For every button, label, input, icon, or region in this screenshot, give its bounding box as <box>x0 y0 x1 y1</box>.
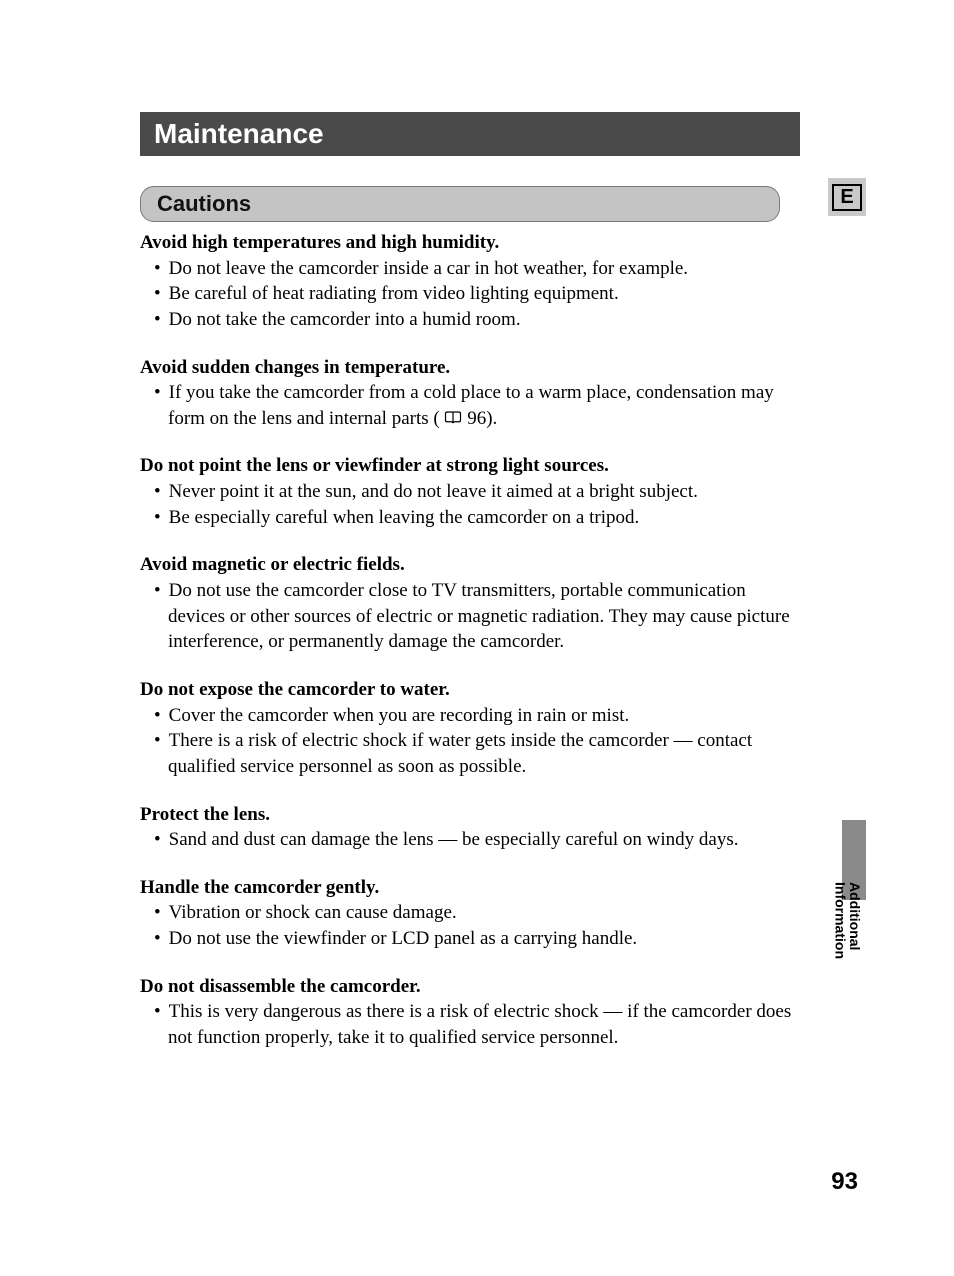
caution-block: Do not expose the camcorder to water.Cov… <box>140 677 800 780</box>
caution-item: Do not use the viewfinder or LCD panel a… <box>140 926 800 952</box>
caution-item-text-suffix: ). <box>486 408 497 429</box>
caution-item: Vibration or shock can cause damage. <box>140 900 800 926</box>
section-title: Maintenance <box>154 118 324 149</box>
caution-list: This is very dangerous as there is a ris… <box>140 999 800 1050</box>
caution-item: Cover the camcorder when you are recordi… <box>140 703 800 729</box>
caution-item: Do not take the camcorder into a humid r… <box>140 307 800 333</box>
caution-item: Never point it at the sun, and do not le… <box>140 479 800 505</box>
language-badge-label: E <box>832 184 861 211</box>
caution-item: Be especially careful when leaving the c… <box>140 505 800 531</box>
page-reference-icon <box>444 411 462 425</box>
caution-list: If you take the camcorder from a cold pl… <box>140 380 800 431</box>
page-number: 93 <box>831 1168 858 1196</box>
caution-item: Do not leave the camcorder inside a car … <box>140 256 800 282</box>
language-badge: E <box>828 178 866 216</box>
caution-heading: Avoid sudden changes in temperature. <box>140 355 800 381</box>
subsection-bar: Cautions <box>140 186 780 222</box>
chapter-side-label: Additional Information <box>833 882 862 959</box>
caution-heading: Avoid magnetic or electric fields. <box>140 552 800 578</box>
caution-item: Do not use the camcorder close to TV tra… <box>140 578 800 655</box>
caution-block: Do not point the lens or viewfinder at s… <box>140 453 800 530</box>
caution-block: Avoid high temperatures and high humidit… <box>140 230 800 333</box>
caution-list: Never point it at the sun, and do not le… <box>140 479 800 530</box>
caution-block: Protect the lens.Sand and dust can damag… <box>140 802 800 853</box>
caution-item: There is a risk of electric shock if wat… <box>140 728 800 779</box>
caution-heading: Do not point the lens or viewfinder at s… <box>140 453 800 479</box>
caution-item: This is very dangerous as there is a ris… <box>140 999 800 1050</box>
caution-block: Handle the camcorder gently.Vibration or… <box>140 875 800 952</box>
section-title-bar: Maintenance <box>140 112 800 156</box>
caution-list: Vibration or shock can cause damage.Do n… <box>140 900 800 951</box>
caution-item: If you take the camcorder from a cold pl… <box>140 380 800 431</box>
caution-list: Do not use the camcorder close to TV tra… <box>140 578 800 655</box>
caution-block: Avoid magnetic or electric fields.Do not… <box>140 552 800 655</box>
caution-heading: Do not expose the camcorder to water. <box>140 677 800 703</box>
caution-heading: Do not disassemble the camcorder. <box>140 974 800 1000</box>
caution-list: Cover the camcorder when you are recordi… <box>140 703 800 780</box>
page-reference-number: 96 <box>467 408 486 429</box>
content-body: Avoid high temperatures and high humidit… <box>140 230 800 1051</box>
caution-block: Do not disassemble the camcorder.This is… <box>140 974 800 1051</box>
caution-item: Be careful of heat radiating from video … <box>140 281 800 307</box>
caution-heading: Protect the lens. <box>140 802 800 828</box>
caution-heading: Avoid high temperatures and high humidit… <box>140 230 800 256</box>
caution-list: Do not leave the camcorder inside a car … <box>140 256 800 333</box>
manual-page: Maintenance Cautions E Avoid high temper… <box>0 0 954 1276</box>
caution-block: Avoid sudden changes in temperature.If y… <box>140 355 800 432</box>
subsection-title: Cautions <box>157 191 251 216</box>
caution-heading: Handle the camcorder gently. <box>140 875 800 901</box>
caution-list: Sand and dust can damage the lens — be e… <box>140 827 800 853</box>
caution-item: Sand and dust can damage the lens — be e… <box>140 827 800 853</box>
